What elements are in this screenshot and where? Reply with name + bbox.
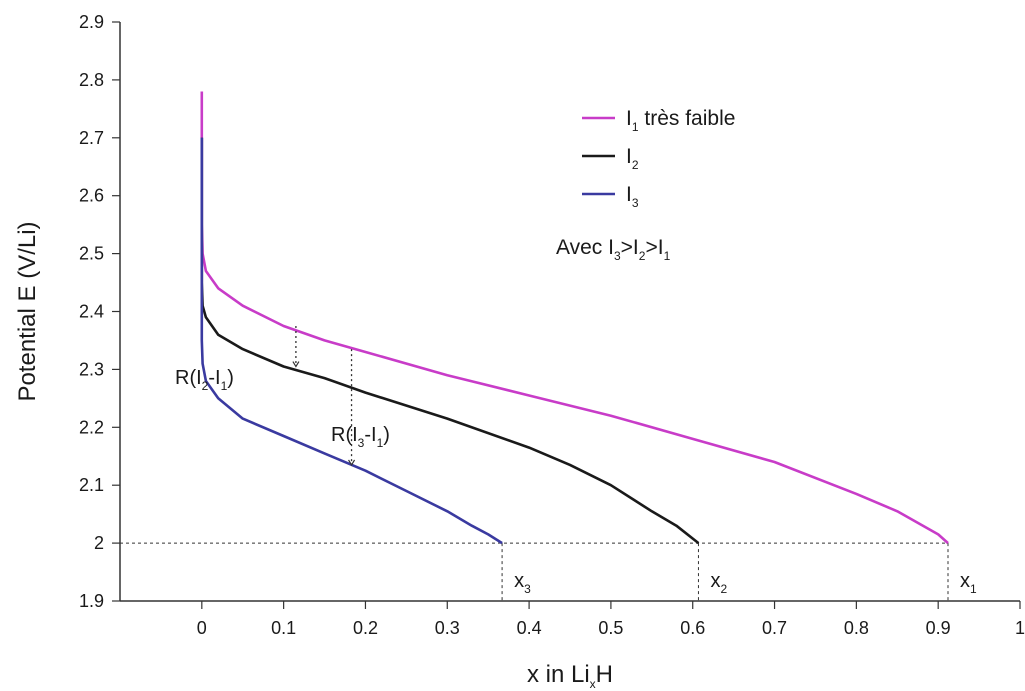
series-layer	[200, 91, 949, 545]
x-tick-label: 0.9	[926, 618, 951, 638]
x-tick-label: 0.5	[598, 618, 623, 638]
annotation-r-i2-i1: R(I2-I1)	[175, 367, 234, 393]
x-tick-label: 0.1	[271, 618, 296, 638]
series-line-i3	[200, 137, 503, 545]
annotations: R(I2-I1) R(I3-I1)	[175, 325, 390, 467]
legend: I1 très faible I2 I3 Avec I3>I2>I1	[556, 107, 735, 263]
axes: 1.9 2 2.1 2.2 2.3 2.4 2.5 2.6 2.7 2.8 2.9 0 0.1 0.2 0.…	[79, 12, 1025, 638]
y-axis-title: Potential E (V/Li)	[14, 221, 41, 401]
y-tick-label: 2.6	[79, 186, 104, 206]
resistance-gap-arrow	[292, 361, 300, 368]
capacity-label-x3: x3	[514, 570, 531, 596]
resistance-gap-arrow	[348, 459, 356, 467]
y-tick-label: 2.4	[79, 302, 104, 322]
legend-label-i3: I3	[626, 183, 639, 210]
series-line-i1	[200, 91, 949, 545]
x-axis-title: x in LixH	[527, 661, 613, 691]
axis-titles: Potential E (V/Li) x in LixH	[14, 221, 613, 691]
y-tick-label: 1.9	[79, 591, 104, 611]
current-condition-note: Avec I3>I2>I1	[556, 236, 671, 263]
annotation-r-i3-i1: R(I3-I1)	[331, 424, 390, 450]
x-tick-label: 0.6	[680, 618, 705, 638]
y-tick-label: 2.9	[79, 12, 104, 32]
capacity-label-x2: x2	[710, 570, 727, 596]
reference-lines: x3 x2 x1	[120, 542, 977, 601]
y-tick-label: 2.5	[79, 244, 104, 264]
y-tick-label: 2.3	[79, 359, 104, 379]
x-tick-label: 0.4	[517, 618, 542, 638]
y-tick-label: 2.2	[79, 417, 104, 437]
series-line-i2	[200, 137, 700, 545]
x-tick-label: 0.3	[435, 618, 460, 638]
y-tick-label: 2.7	[79, 128, 104, 148]
y-tick-label: 2.1	[79, 475, 104, 495]
legend-label-i2: I2	[626, 145, 639, 172]
y-tick-label: 2	[94, 533, 104, 553]
x-tick-label: 0.8	[844, 618, 869, 638]
y-tick-label: 2.8	[79, 70, 104, 90]
capacity-label-x1: x1	[960, 570, 977, 596]
x-tick-label: 0.7	[762, 618, 787, 638]
x-tick-label: 1	[1015, 618, 1025, 638]
x-tick-label: 0	[197, 618, 207, 638]
x-tick-label: 0.2	[353, 618, 378, 638]
legend-label-i1: I1 très faible	[626, 107, 735, 134]
